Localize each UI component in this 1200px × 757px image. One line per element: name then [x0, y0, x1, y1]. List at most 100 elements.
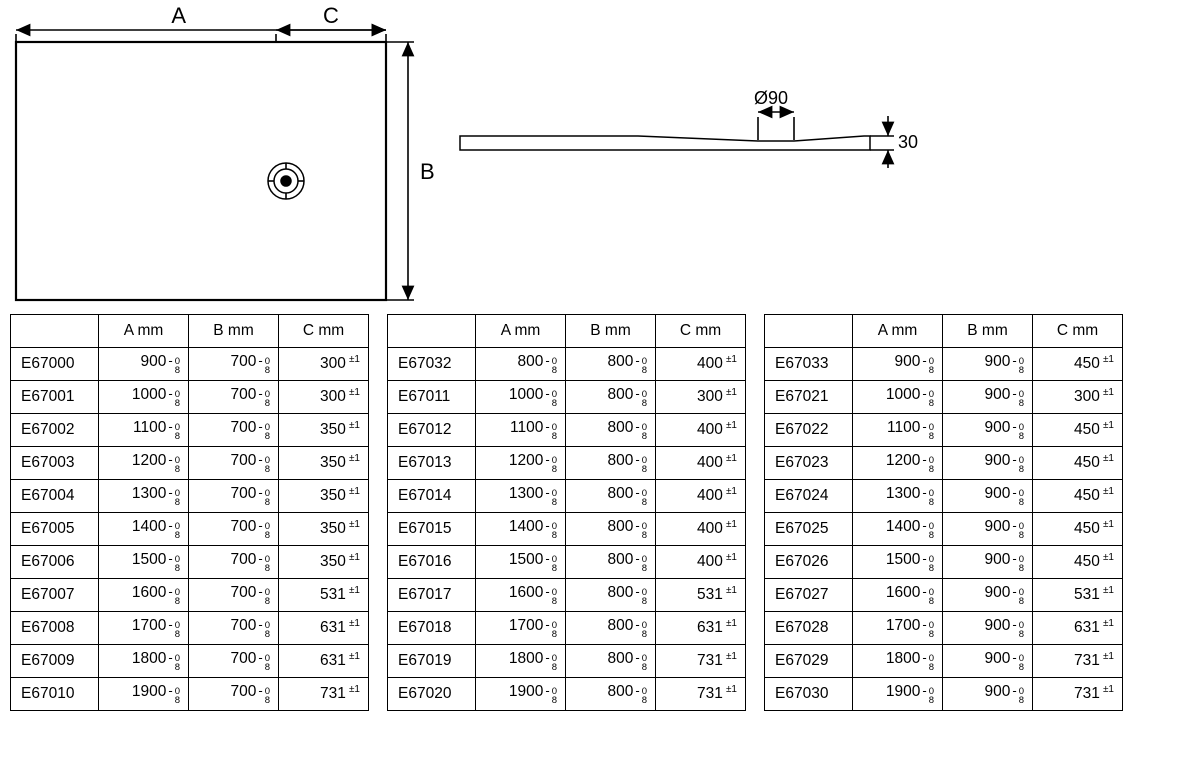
- col-header: B mm: [943, 315, 1033, 348]
- cell-B: 900-08: [943, 447, 1033, 480]
- table-row: E670261500-08900-08450 ±1: [765, 546, 1123, 579]
- cell-B: 900-08: [943, 480, 1033, 513]
- cell-A: 1600-08: [99, 579, 189, 612]
- model-id: E67006: [11, 546, 99, 579]
- cell-C: 350 ±1: [279, 513, 369, 546]
- cell-C: 350 ±1: [279, 546, 369, 579]
- table-row: E670221100-08900-08450 ±1: [765, 414, 1123, 447]
- cell-A: 1400-08: [853, 513, 943, 546]
- table-row: E670121100-08800-08400 ±1: [388, 414, 746, 447]
- model-id: E67014: [388, 480, 476, 513]
- table-row: E67000900-08700-08300 ±1: [11, 348, 369, 381]
- cell-A: 1200-08: [99, 447, 189, 480]
- cell-C: 631 ±1: [279, 612, 369, 645]
- table-corner: [388, 315, 476, 348]
- table-row: E670291800-08900-08731 ±1: [765, 645, 1123, 678]
- tables-row: A mmB mmC mmE67000900-08700-08300 ±1E670…: [10, 314, 1190, 711]
- model-id: E67030: [765, 678, 853, 711]
- table-row: E670241300-08900-08450 ±1: [765, 480, 1123, 513]
- cell-C: 400 ±1: [656, 414, 746, 447]
- table-row: E670061500-08700-08350 ±1: [11, 546, 369, 579]
- table-row: E670251400-08900-08450 ±1: [765, 513, 1123, 546]
- cell-B: 700-08: [189, 645, 279, 678]
- cell-C: 531 ±1: [656, 579, 746, 612]
- cell-B: 700-08: [189, 579, 279, 612]
- model-id: E67029: [765, 645, 853, 678]
- cell-C: 400 ±1: [656, 513, 746, 546]
- table-row: E670081700-08700-08631 ±1: [11, 612, 369, 645]
- table-row: E670101900-08700-08731 ±1: [11, 678, 369, 711]
- cell-C: 531 ±1: [279, 579, 369, 612]
- cell-B: 900-08: [943, 612, 1033, 645]
- model-id: E67020: [388, 678, 476, 711]
- model-id: E67015: [388, 513, 476, 546]
- model-id: E67016: [388, 546, 476, 579]
- cell-C: 731 ±1: [656, 645, 746, 678]
- dimensions-table-2: A mmB mmC mmE67032800-08800-08400 ±1E670…: [387, 314, 746, 711]
- model-id: E67023: [765, 447, 853, 480]
- cell-B: 900-08: [943, 678, 1033, 711]
- cell-A: 1500-08: [476, 546, 566, 579]
- cell-A: 1200-08: [476, 447, 566, 480]
- col-header: A mm: [476, 315, 566, 348]
- cell-C: 400 ±1: [656, 447, 746, 480]
- table-row: E670151400-08800-08400 ±1: [388, 513, 746, 546]
- dim-label-A: A: [171, 3, 186, 29]
- cell-C: 631 ±1: [279, 645, 369, 678]
- model-id: E67000: [11, 348, 99, 381]
- cell-B: 700-08: [189, 612, 279, 645]
- cell-A: 900-08: [99, 348, 189, 381]
- table-row: E670191800-08800-08731 ±1: [388, 645, 746, 678]
- model-id: E67008: [11, 612, 99, 645]
- dim-label-B: B: [420, 159, 435, 185]
- col-header: A mm: [853, 315, 943, 348]
- cell-B: 900-08: [943, 513, 1033, 546]
- cell-A: 1100-08: [476, 414, 566, 447]
- cell-A: 1200-08: [853, 447, 943, 480]
- cell-A: 1000-08: [99, 381, 189, 414]
- cell-B: 800-08: [566, 348, 656, 381]
- table-row: E670161500-08800-08400 ±1: [388, 546, 746, 579]
- cell-A: 1800-08: [853, 645, 943, 678]
- cell-A: 1800-08: [476, 645, 566, 678]
- table-row: E670021100-08700-08350 ±1: [11, 414, 369, 447]
- cell-C: 300 ±1: [279, 348, 369, 381]
- table-row: E670231200-08900-08450 ±1: [765, 447, 1123, 480]
- model-id: E67002: [11, 414, 99, 447]
- table-row: E670271600-08900-08531 ±1: [765, 579, 1123, 612]
- cell-B: 800-08: [566, 381, 656, 414]
- model-id: E67012: [388, 414, 476, 447]
- cell-B: 800-08: [566, 414, 656, 447]
- table-row: E670011000-08700-08300 ±1: [11, 381, 369, 414]
- model-id: E67024: [765, 480, 853, 513]
- model-id: E67019: [388, 645, 476, 678]
- cell-A: 1100-08: [853, 414, 943, 447]
- cell-A: 900-08: [853, 348, 943, 381]
- dim-label-C: C: [323, 3, 339, 29]
- cell-A: 1000-08: [476, 381, 566, 414]
- cell-B: 800-08: [566, 612, 656, 645]
- cell-A: 800-08: [476, 348, 566, 381]
- model-id: E67025: [765, 513, 853, 546]
- cell-A: 1700-08: [99, 612, 189, 645]
- model-id: E67026: [765, 546, 853, 579]
- cell-B: 800-08: [566, 513, 656, 546]
- cell-C: 300 ±1: [1033, 381, 1123, 414]
- table-row: E670071600-08700-08531 ±1: [11, 579, 369, 612]
- cell-C: 450 ±1: [1033, 348, 1123, 381]
- cell-A: 1800-08: [99, 645, 189, 678]
- cell-B: 900-08: [943, 348, 1033, 381]
- technical-drawing-svg: [10, 6, 1190, 306]
- col-header: A mm: [99, 315, 189, 348]
- cell-C: 731 ±1: [656, 678, 746, 711]
- cell-B: 700-08: [189, 381, 279, 414]
- cell-A: 1500-08: [853, 546, 943, 579]
- model-id: E67028: [765, 612, 853, 645]
- cell-B: 900-08: [943, 414, 1033, 447]
- cell-C: 450 ±1: [1033, 414, 1123, 447]
- cell-C: 350 ±1: [279, 414, 369, 447]
- profile-height-label: 30: [898, 132, 918, 153]
- table-row: E670211000-08900-08300 ±1: [765, 381, 1123, 414]
- col-header: C mm: [279, 315, 369, 348]
- cell-B: 900-08: [943, 579, 1033, 612]
